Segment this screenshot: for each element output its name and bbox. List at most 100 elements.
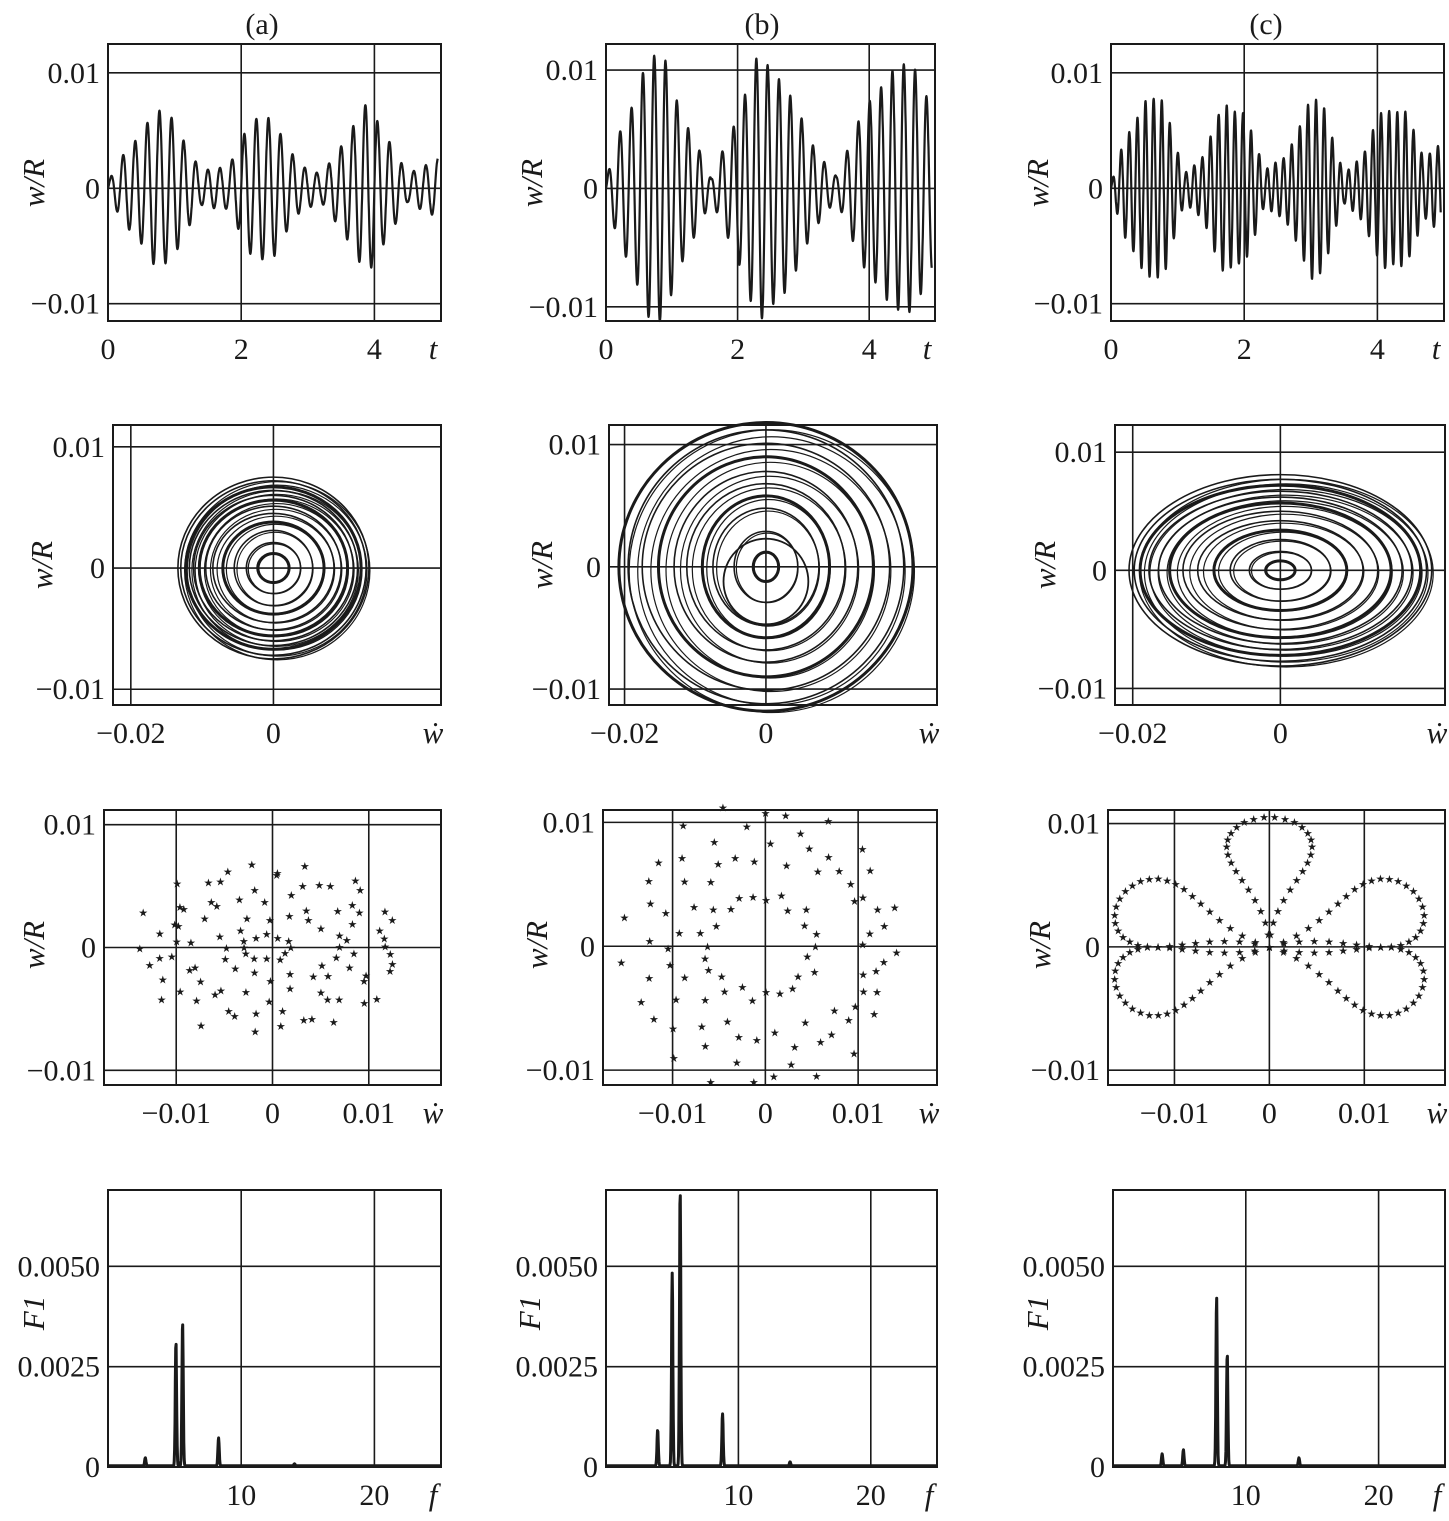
- poincare-point: ★: [677, 853, 687, 865]
- plot-frame: [103, 809, 442, 1086]
- y-tick-label: −0.01: [529, 291, 598, 324]
- poincare-point: ★: [697, 1022, 707, 1034]
- poincare-point: ★: [250, 967, 260, 979]
- poincare-point: ★: [752, 1035, 762, 1047]
- poincare-point: ★: [1196, 985, 1206, 997]
- poincare-point: ★: [775, 988, 785, 1000]
- phase-orbit: [628, 429, 916, 714]
- poincare-point: ★: [1303, 961, 1313, 973]
- poincare-point: ★: [1404, 937, 1414, 949]
- plot-frame: [605, 43, 936, 322]
- poincare-point: ★: [1237, 953, 1247, 965]
- poincare-point: ★: [241, 949, 251, 961]
- y-tick-label: 0.01: [44, 809, 97, 842]
- x-tick-label: 0: [599, 333, 614, 366]
- poincare-point: ★: [1226, 828, 1236, 840]
- poincare-point: ★: [1118, 952, 1128, 964]
- phase-orbit: [191, 490, 363, 651]
- poincare-point: ★: [200, 914, 210, 926]
- poincare-point: ★: [1401, 1003, 1411, 1015]
- poincare-point: ★: [314, 880, 324, 892]
- poincare-point: ★: [249, 954, 259, 966]
- phase-orbit: [203, 502, 349, 638]
- poincare-point: ★: [186, 937, 196, 949]
- poincare-point: ★: [1179, 1000, 1189, 1012]
- poincare-point: ★: [361, 971, 371, 983]
- poincare-point: ★: [303, 915, 313, 927]
- poincare-point: ★: [644, 973, 654, 985]
- x-tick-label: −0.01: [638, 1097, 707, 1130]
- phase-orbit: [192, 494, 355, 642]
- plot-frame: [1112, 1189, 1446, 1468]
- poincare-point: ★: [1144, 874, 1154, 886]
- phase-orbit: [247, 543, 302, 595]
- poincare-point: ★: [1338, 946, 1348, 958]
- poincare-point: ★: [1314, 915, 1324, 927]
- poincare-point: ★: [359, 998, 369, 1010]
- poincare-point: ★: [299, 1015, 309, 1027]
- poincare-point: ★: [827, 1030, 837, 1042]
- poincare-point: ★: [242, 913, 252, 925]
- y-axis-label: F1: [16, 1296, 51, 1331]
- poincare-point: ★: [380, 941, 390, 953]
- phase-orbit: [722, 537, 810, 626]
- poincare-point: ★: [1153, 1010, 1163, 1022]
- x-tick-label: 0: [266, 717, 281, 750]
- poincare-point: ★: [813, 867, 823, 879]
- poincare-point: ★: [1419, 910, 1429, 922]
- poincare-point: ★: [1165, 943, 1175, 955]
- poincare-point: ★: [769, 1071, 779, 1083]
- poincare-point: ★: [1226, 858, 1236, 870]
- poincare-point: ★: [1235, 947, 1245, 959]
- poincare-point: ★: [273, 868, 283, 880]
- poincare-point: ★: [1191, 938, 1201, 950]
- panel-a-spectrum: 10 20 0 0.0025 0.0050 f F1: [16, 1189, 443, 1512]
- poincare-point: ★: [748, 892, 758, 904]
- x-tick-label: −0.02: [1098, 717, 1167, 750]
- phase-orbit: [1189, 513, 1380, 631]
- poincare-point: ★: [239, 936, 249, 948]
- phase-orbit: [1217, 531, 1349, 612]
- poincare-point: ★: [761, 895, 771, 907]
- poincare-point: ★: [1110, 974, 1120, 986]
- y-tick-label: 0.0025: [18, 1351, 101, 1384]
- phase-orbit: [637, 436, 906, 706]
- poincare-point: ★: [732, 1057, 742, 1069]
- y-tick-label: 0: [586, 551, 601, 584]
- phase-orbit: [1166, 500, 1404, 645]
- poincare-point: ★: [1113, 958, 1123, 970]
- poincare-point: ★: [135, 944, 145, 956]
- poincare-point: ★: [372, 994, 382, 1006]
- phase-orbit: [685, 482, 846, 651]
- poincare-point: ★: [717, 971, 727, 983]
- poincare-point: ★: [280, 948, 290, 960]
- x-tick-label: 0: [265, 1097, 280, 1130]
- poincare-point: ★: [1411, 932, 1421, 944]
- poincare-point: ★: [649, 1014, 659, 1026]
- poincare-point: ★: [1264, 942, 1274, 954]
- poincare-point: ★: [788, 983, 798, 995]
- panel-b-phase: −0.02 0 −0.01 0 0.01 ẇ w/R: [524, 421, 940, 750]
- poincare-point: ★: [1259, 812, 1269, 824]
- poincare-point: ★: [355, 885, 365, 897]
- time-series-line: [1109, 97, 1442, 280]
- poincare-point: ★: [387, 959, 397, 971]
- phase-orbit: [673, 470, 859, 664]
- poincare-point: ★: [1418, 902, 1428, 914]
- poincare-point: ★: [1393, 876, 1403, 888]
- poincare-point: ★: [1418, 966, 1428, 978]
- poincare-point: ★: [654, 857, 664, 869]
- panel-a-poincare: ★★★★★★★★★ ★ ★★★★★★★★★★★★★ ★★★ ★★★★★★★★★★★★★★…: [16, 809, 444, 1130]
- poincare-point: ★: [1196, 898, 1206, 910]
- poincare-point: ★: [678, 821, 688, 833]
- poincare-point: ★: [661, 908, 671, 920]
- poincare-point: ★: [1396, 944, 1406, 956]
- poincare-point: ★: [1292, 953, 1302, 965]
- poincare-point: ★: [262, 954, 272, 966]
- y-tick-label: 0: [580, 930, 595, 963]
- poincare-point: ★: [801, 905, 811, 917]
- poincare-point: ★: [1244, 885, 1254, 897]
- poincare-point: ★: [323, 995, 333, 1007]
- y-tick-label: −0.01: [27, 1054, 96, 1087]
